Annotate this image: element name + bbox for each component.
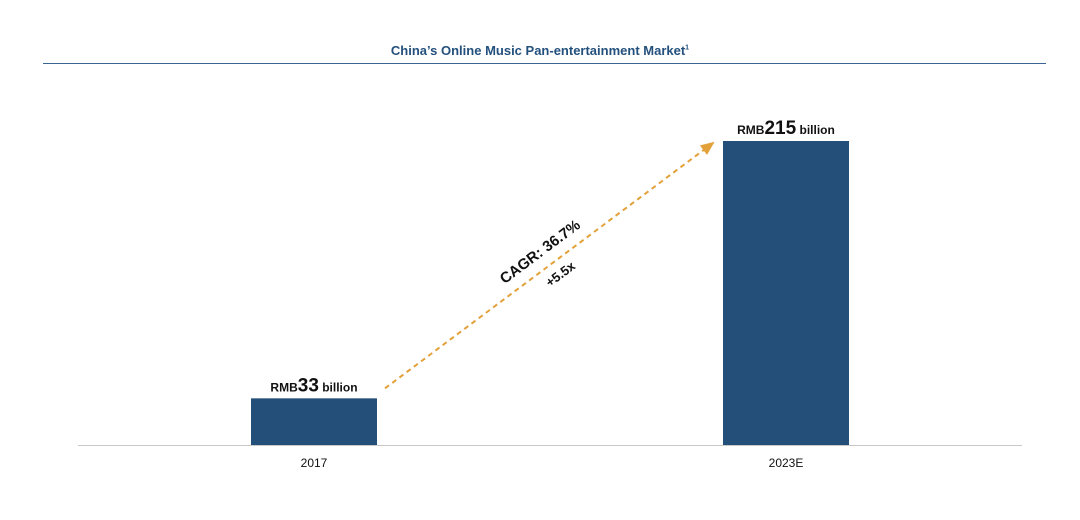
- bar-2023e: [723, 141, 849, 445]
- chart-title: China’s Online Music Pan-entertainment M…: [391, 43, 689, 58]
- chart-title-text: China’s Online Music Pan-entertainment M…: [390, 43, 686, 58]
- title-rule: [43, 63, 1046, 64]
- title-footnote-marker: 1: [685, 44, 690, 52]
- multiple-annotation: +5.5x: [543, 258, 579, 290]
- data-label-2017: RMB33 billion: [270, 375, 357, 396]
- bar-2017: [251, 398, 377, 445]
- x-tick-label-2017: 2017: [301, 456, 328, 470]
- growth-arrow: [384, 141, 715, 390]
- chart-title-wrap: China’s Online Music Pan-entertainment M…: [0, 42, 1080, 60]
- x-tick-label-2023e: 2023E: [769, 456, 804, 470]
- cagr-annotation: CAGR: 36.7%: [497, 217, 584, 288]
- data-label-2023e: RMB215 billion: [737, 118, 835, 139]
